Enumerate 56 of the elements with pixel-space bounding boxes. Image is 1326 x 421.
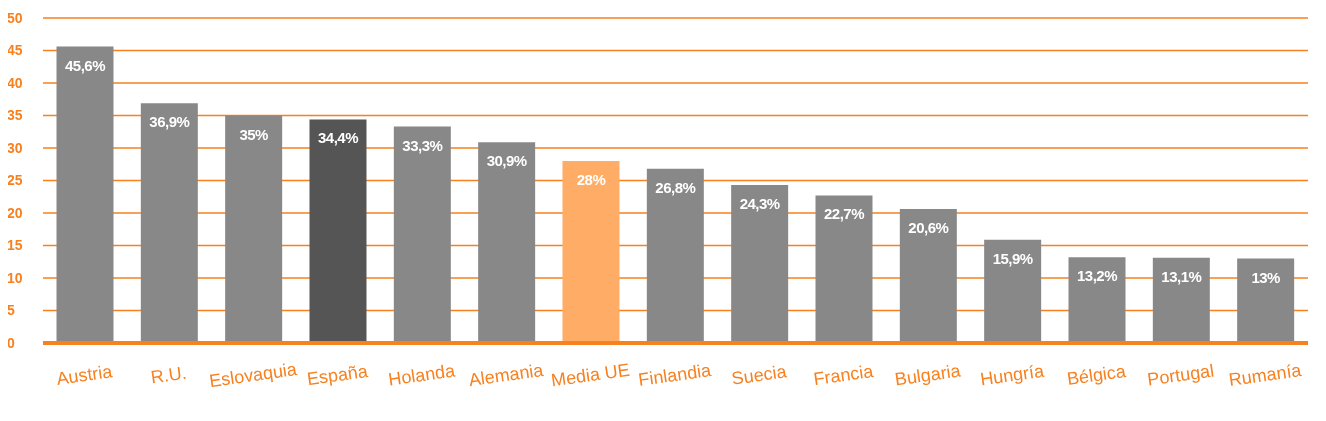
x-tick-label: Francia	[812, 360, 876, 390]
x-tick-label: Rumanía	[1227, 359, 1304, 391]
x-tick-label: R.U.	[149, 362, 188, 388]
bar	[1068, 257, 1126, 343]
bar	[731, 185, 789, 343]
x-tick-label: Austria	[55, 361, 115, 389]
bar	[478, 142, 536, 343]
data-label: 30,9%	[486, 152, 527, 170]
bar	[984, 239, 1042, 343]
y-tick-label: 20	[7, 204, 23, 221]
data-label: 13,2%	[1076, 267, 1118, 285]
x-tick-label: Eslovaquia	[208, 358, 299, 392]
x-tick-label: Suecia	[730, 361, 789, 389]
y-tick-label: 40	[7, 74, 23, 91]
y-tick-label: 45	[7, 42, 23, 59]
bar	[815, 195, 873, 343]
y-tick-label: 0	[7, 334, 15, 351]
bar	[309, 119, 367, 343]
y-tick-label: 5	[7, 302, 15, 319]
data-label: 22,7%	[823, 205, 865, 223]
data-label: 15,9%	[992, 249, 1033, 267]
data-label: 35%	[239, 125, 269, 143]
y-tick-label: 25	[7, 172, 23, 189]
data-label: 13%	[1251, 268, 1281, 286]
x-tick-label: Hungría	[978, 360, 1047, 390]
data-label: 13,1%	[1161, 267, 1202, 285]
data-label: 34,4%	[317, 129, 359, 147]
x-tick-label: Bulgaria	[893, 360, 963, 390]
bar	[56, 46, 114, 343]
x-tick-label: Media UE	[549, 359, 631, 391]
y-tick-label: 30	[7, 139, 23, 156]
bar	[393, 126, 451, 343]
data-label: 36,9%	[149, 113, 190, 131]
data-label: 28%	[576, 171, 606, 188]
x-tick-label: Holanda	[387, 360, 458, 390]
bar	[140, 103, 198, 343]
data-label: 20,6%	[908, 219, 949, 237]
data-label: 45,6%	[64, 56, 106, 74]
x-tick-label: Alemania	[467, 359, 546, 391]
y-tick-label: 35	[7, 107, 23, 124]
bar	[225, 115, 283, 343]
y-tick-label: 50	[7, 9, 23, 26]
data-label: 26,8%	[655, 178, 696, 196]
data-label: 24,3%	[739, 195, 780, 213]
bar	[1152, 257, 1210, 343]
bar	[562, 161, 620, 343]
x-tick-label: Finlandia	[637, 359, 714, 391]
y-tick-label: 15	[7, 237, 23, 254]
y-tick-label: 10	[7, 269, 23, 286]
bar	[1237, 258, 1295, 343]
bar	[899, 209, 957, 343]
x-tick-label: Portugal	[1146, 360, 1216, 390]
x-tick-label: Bélgica	[1065, 360, 1128, 390]
bar	[646, 168, 704, 343]
data-label: 33,3%	[402, 136, 443, 154]
x-tick-label: España	[305, 360, 370, 390]
